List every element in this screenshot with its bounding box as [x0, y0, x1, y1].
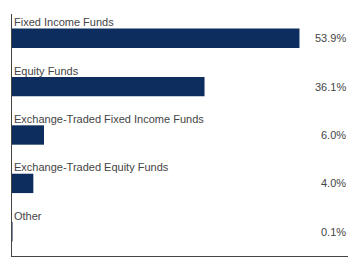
svg-text:4.0%: 4.0%: [321, 177, 346, 189]
svg-text:Exchange-Traded Equity Funds: Exchange-Traded Equity Funds: [14, 161, 169, 173]
svg-text:36.1%: 36.1%: [315, 81, 346, 93]
svg-text:53.9%: 53.9%: [315, 32, 346, 44]
svg-text:Fixed Income Funds: Fixed Income Funds: [14, 16, 114, 28]
svg-text:Exchange-Traded Fixed Income F: Exchange-Traded Fixed Income Funds: [14, 113, 204, 125]
svg-text:Equity Funds: Equity Funds: [14, 65, 79, 77]
svg-text:0.1%: 0.1%: [321, 226, 346, 238]
svg-text:Other: Other: [14, 210, 42, 222]
svg-text:6.0%: 6.0%: [321, 129, 346, 141]
